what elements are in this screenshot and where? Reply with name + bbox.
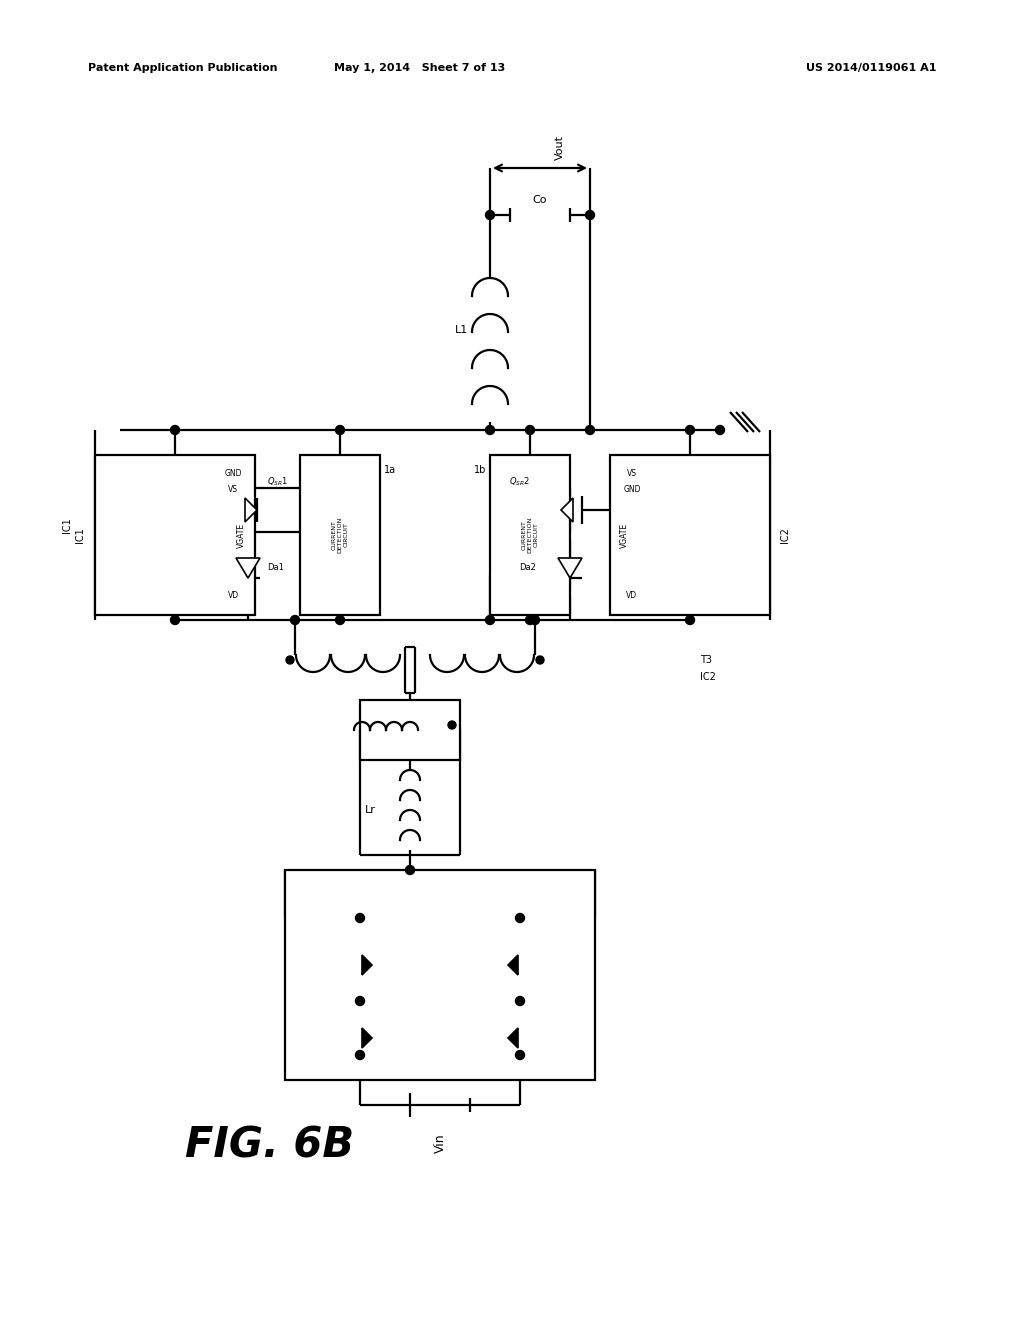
Text: GND: GND [624,486,641,495]
Text: US 2014/0119061 A1: US 2014/0119061 A1 [806,63,936,73]
Bar [610,455,770,615]
Circle shape [355,1051,365,1060]
Circle shape [485,210,495,219]
Circle shape [685,615,694,624]
Bar [490,455,570,615]
Text: Co: Co [532,195,547,205]
Bar [360,700,460,760]
Text: L1: L1 [456,325,469,335]
Circle shape [355,913,365,923]
Circle shape [355,997,365,1006]
Circle shape [530,615,540,624]
Polygon shape [245,498,257,521]
Text: CURRENT
DETECTION
CIRCUIT: CURRENT DETECTION CIRCUIT [521,517,539,553]
Text: VGATE: VGATE [237,523,246,548]
Polygon shape [508,1028,518,1048]
Text: FIG. 6B: FIG. 6B [185,1125,354,1166]
Text: IC2: IC2 [700,672,716,682]
Text: $Q_{SR}$2: $Q_{SR}$2 [510,475,530,488]
Polygon shape [558,558,582,578]
Text: VS: VS [627,469,637,478]
Circle shape [286,656,294,664]
Text: Lr: Lr [365,805,376,814]
Circle shape [336,425,344,434]
Text: IC1: IC1 [62,517,72,533]
Text: 1b: 1b [474,465,486,475]
Circle shape [171,425,179,434]
Text: $Q_{SR}$1: $Q_{SR}$1 [267,475,289,488]
Text: IC1: IC1 [75,527,85,543]
Text: VGATE: VGATE [620,523,629,548]
Text: Da2: Da2 [519,564,537,573]
Polygon shape [561,498,573,521]
Text: Vin: Vin [433,1133,446,1152]
Text: GND: GND [224,469,242,478]
Text: 1a: 1a [384,465,396,475]
Polygon shape [362,954,372,975]
Polygon shape [508,954,518,975]
Circle shape [515,1051,524,1060]
Bar [285,870,595,1080]
Circle shape [586,425,595,434]
Text: IC2: IC2 [780,527,790,543]
Circle shape [336,615,344,624]
Text: May 1, 2014   Sheet 7 of 13: May 1, 2014 Sheet 7 of 13 [335,63,506,73]
Circle shape [291,615,299,624]
Text: VD: VD [227,590,239,599]
Text: VS: VS [228,486,238,495]
Bar [300,455,380,615]
Circle shape [171,615,179,624]
Circle shape [525,425,535,434]
Text: Da1: Da1 [267,564,285,573]
Circle shape [485,615,495,624]
Text: CURRENT
DETECTION
CIRCUIT: CURRENT DETECTION CIRCUIT [332,517,348,553]
Circle shape [525,615,535,624]
Circle shape [716,425,725,434]
Circle shape [485,425,495,434]
Circle shape [515,913,524,923]
Text: Patent Application Publication: Patent Application Publication [88,63,278,73]
Circle shape [406,866,415,874]
Bar [95,455,255,615]
Text: Vout: Vout [555,136,565,161]
Circle shape [515,997,524,1006]
Circle shape [685,425,694,434]
Circle shape [449,721,456,729]
Circle shape [586,210,595,219]
Text: VD: VD [627,590,638,599]
Polygon shape [236,558,260,578]
Circle shape [536,656,544,664]
Polygon shape [362,1028,372,1048]
Text: T3: T3 [700,655,712,665]
